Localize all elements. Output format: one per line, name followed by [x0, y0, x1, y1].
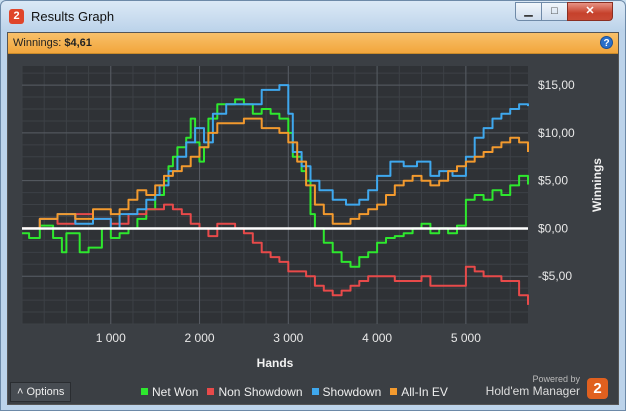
legend-swatch [311, 388, 319, 395]
legend-item-all-in-ev[interactable]: All-In EV [390, 385, 448, 399]
content-panel: Winnings: $4,61 ? 1 000 2 000 3 000 4 000 5 … [7, 32, 619, 405]
legend-swatch [390, 388, 398, 395]
branding: Powered by Hold'em Manager 2 [480, 374, 614, 404]
legend-item-net-won[interactable]: Net Won [141, 385, 198, 399]
graph-footer: ˄ Options Net Won Non Showdown Showdown All… [8, 374, 618, 404]
winnings-value: $4,61 [64, 37, 92, 49]
series-line-non-showdown [22, 203, 529, 305]
x-axis-title: Hands [257, 356, 294, 370]
y-tick-label: $15,00 [538, 78, 575, 92]
legend-label: Showdown [322, 385, 382, 399]
legend-label: Non Showdown [218, 385, 303, 399]
brand-name: Hold'em Manager [485, 384, 580, 398]
x-tick-label: 4 000 [362, 331, 392, 345]
legend-item-showdown[interactable]: Showdown [311, 385, 382, 399]
maximize-button[interactable]: □ [541, 2, 568, 21]
title-bar[interactable]: 2 Results Graph ▁ □ ✕ [1, 1, 625, 31]
window-title: Results Graph [31, 9, 115, 24]
y-tick-label: $0,00 [538, 221, 568, 235]
x-tick-label: 3 000 [273, 331, 303, 345]
legend-swatch [207, 388, 215, 395]
options-label: Options [26, 386, 65, 398]
winnings-bar: Winnings: $4,61 ? [8, 33, 618, 54]
chart-legend: Net Won Non Showdown Showdown All-In EV [141, 385, 457, 399]
holdem-manager-app-icon: 2 [9, 9, 24, 24]
y-tick-label: $5,00 [538, 174, 568, 188]
y-axis-title: Winnings [590, 158, 604, 212]
y-tick-label: -$5,00 [538, 269, 572, 283]
results-graph: 1 000 2 000 3 000 4 000 5 000 $15,00 $10,00 $5,… [8, 54, 618, 380]
x-tick-label: 5 000 [451, 331, 481, 345]
series-line-all-in-ev [22, 117, 529, 230]
close-button[interactable]: ✕ [567, 2, 613, 21]
help-icon[interactable]: ? [600, 36, 613, 49]
x-tick-label: 2 000 [185, 331, 215, 345]
minimize-button[interactable]: ▁ [515, 2, 542, 21]
chevron-up-icon: ˄ [17, 386, 24, 398]
legend-label: All-In EV [401, 385, 448, 399]
holdem-manager-logo-icon: 2 [587, 378, 608, 399]
winnings-summary: Winnings: $4,61 [13, 37, 92, 49]
legend-item-non-showdown[interactable]: Non Showdown [207, 385, 303, 399]
options-button[interactable]: ˄ Options [10, 382, 72, 402]
legend-label: Net Won [152, 385, 199, 399]
legend-swatch [141, 388, 148, 395]
series-line-net-won [22, 98, 529, 268]
powered-by-text: Powered by [532, 374, 580, 384]
winnings-label: Winnings: [13, 37, 62, 49]
results-line-chart: 1 000 2 000 3 000 4 000 5 000 $15,00 $10,00 $5,… [21, 66, 604, 370]
x-tick-label: 1 000 [96, 331, 126, 345]
y-tick-label: $10,00 [538, 126, 575, 140]
